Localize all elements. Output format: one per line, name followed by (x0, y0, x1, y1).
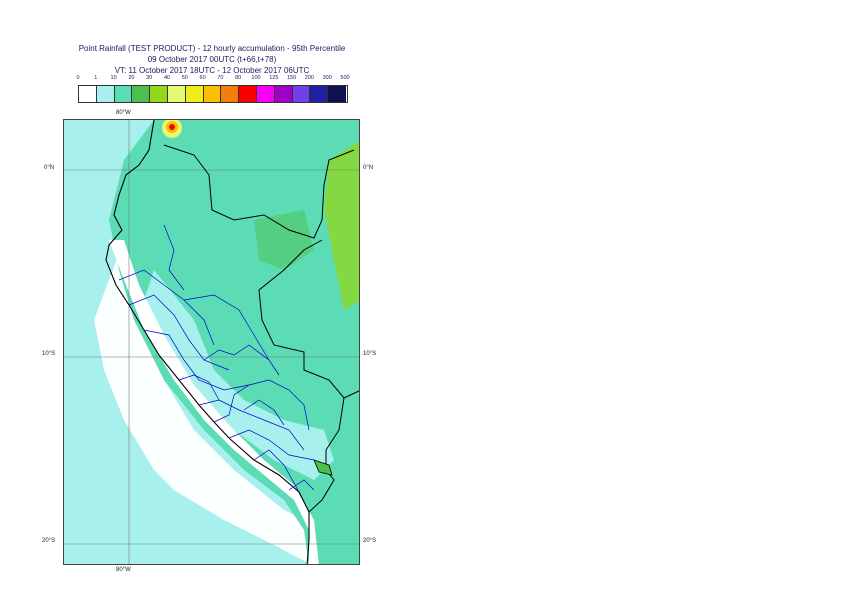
lat-label-10-left: 10°S (42, 351, 56, 357)
legend-swatch (114, 86, 133, 102)
coastal-desert (109, 240, 319, 564)
highland-light-rain (144, 270, 334, 480)
legend-tick-label: 30 (146, 75, 153, 81)
legend-tick-label: 70 (217, 75, 224, 81)
legend-swatch (328, 86, 346, 102)
legend-tick-label: 100 (251, 75, 261, 81)
legend-bar (78, 85, 348, 103)
lat-label-10-right: 10°S (363, 351, 377, 357)
title-line-1: Point Rainfall (TEST PRODUCT) - 12 hourl… (78, 44, 346, 53)
color-legend: 0 1 10 20 30 40 50 60 70 80 100 125 150 200 300 500 (76, 75, 350, 103)
legend-swatch (150, 86, 168, 102)
legend-swatch (203, 86, 222, 102)
legend-swatch (132, 86, 151, 102)
legend-tick-label: 300 (322, 75, 332, 81)
legend-swatch (274, 86, 293, 102)
lake-titicaca (313, 459, 333, 476)
legend-tick-label: 500 (340, 75, 350, 81)
legend-tick-label: 20 (128, 75, 135, 81)
title-line-2: 09 October 2017 00UTC (t+66,t+78) (147, 55, 277, 64)
lat-label-20-right: 20°S (363, 538, 377, 544)
chart-title-block: Point Rainfall (TEST PRODUCT) - 12 hourl… (0, 43, 424, 76)
legend-ticks: 0 1 10 20 30 40 50 60 70 80 100 125 150 200 300 500 (76, 75, 350, 85)
legend-swatch (292, 86, 311, 102)
legend-tick-label: 0 (76, 75, 80, 81)
legend-tick-label: 1 (94, 75, 98, 81)
rainfall-map (64, 120, 359, 564)
legend-swatch (96, 86, 115, 102)
legend-swatch (256, 86, 275, 102)
map-frame (63, 119, 360, 565)
lon-label-bottom: 80°W (116, 567, 131, 573)
lat-label-20-left: 20°S (42, 538, 56, 544)
legend-tick-label: 10 (110, 75, 117, 81)
legend-tick-label: 150 (287, 75, 297, 81)
legend-swatch (167, 86, 186, 102)
legend-swatch (185, 86, 204, 102)
lon-label-top: 80°W (116, 110, 131, 116)
legend-tick-label: 60 (199, 75, 206, 81)
border-east (258, 239, 359, 399)
legend-tick-label: 50 (181, 75, 188, 81)
legend-tick-label: 200 (304, 75, 314, 81)
lat-label-0-right: 0°N (363, 165, 374, 171)
lat-label-0-left: 0°N (44, 165, 55, 171)
ocean-band (134, 450, 311, 564)
legend-swatch (310, 86, 329, 102)
legend-tick-label: 40 (163, 75, 171, 81)
legend-swatch (221, 86, 240, 102)
legend-tick-label: 80 (235, 75, 242, 81)
border-north (163, 144, 355, 239)
title-line-3: VT: 11 October 2017 18UTC - 12 October 2… (114, 66, 310, 75)
legend-tick-label: 125 (269, 75, 279, 81)
legend-swatch (239, 86, 257, 102)
rain-cell-core (169, 124, 175, 130)
amazon-heavy-rain (324, 141, 359, 310)
regional-borders (118, 224, 315, 493)
legend-swatch (79, 86, 97, 102)
